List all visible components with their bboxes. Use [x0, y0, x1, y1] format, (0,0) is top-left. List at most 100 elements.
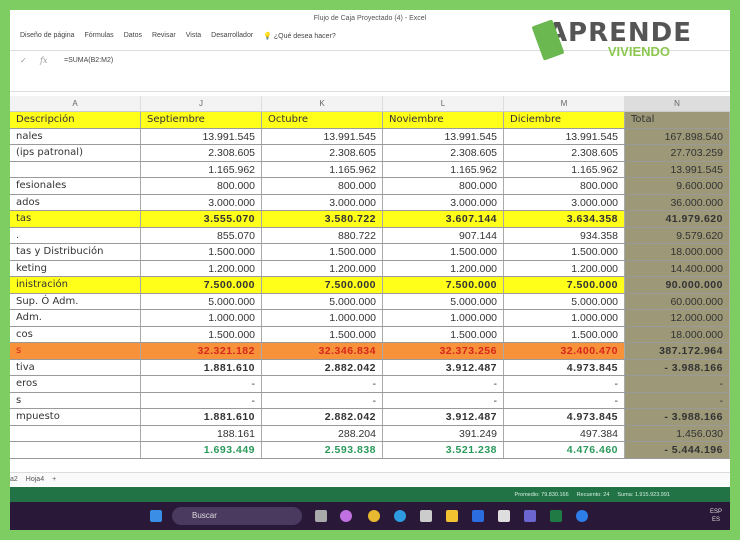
- cell-l[interactable]: Noviembre: [383, 112, 504, 128]
- cell-l[interactable]: 3.607.144: [383, 211, 504, 227]
- cell-l[interactable]: 13.991.545: [383, 128, 504, 144]
- cell-l[interactable]: 3.912.487: [383, 409, 504, 425]
- cell-m[interactable]: 1.200.000: [504, 260, 625, 276]
- tab-review[interactable]: Revisar: [151, 32, 176, 39]
- cell-l[interactable]: 907.144: [383, 227, 504, 243]
- tab-view[interactable]: Vista: [185, 32, 202, 39]
- cell-j[interactable]: 800.000: [141, 178, 262, 194]
- cell-description[interactable]: s: [10, 343, 141, 359]
- cell-m[interactable]: -: [504, 392, 625, 408]
- cell-k[interactable]: 1.165.962: [262, 161, 383, 177]
- cell-l[interactable]: 5.000.000: [383, 293, 504, 309]
- cell-l[interactable]: -: [383, 376, 504, 392]
- cell-m[interactable]: 1.500.000: [504, 326, 625, 342]
- fx-icon[interactable]: fx: [40, 56, 48, 65]
- cell-m[interactable]: 4.476.460: [504, 442, 625, 458]
- cell-n[interactable]: -: [625, 376, 730, 392]
- cell-l[interactable]: -: [383, 392, 504, 408]
- cell-k[interactable]: 800.000: [262, 178, 383, 194]
- cell-j[interactable]: 1.500.000: [141, 326, 262, 342]
- cell-n[interactable]: 9.600.000: [625, 178, 730, 194]
- cell-j[interactable]: 5.000.000: [141, 293, 262, 309]
- cell-j[interactable]: 1.881.610: [141, 409, 262, 425]
- cell-description[interactable]: s: [10, 392, 141, 408]
- cell-n[interactable]: 167.898.540: [625, 128, 730, 144]
- cell-description[interactable]: mpuesto: [10, 409, 141, 425]
- cell-k[interactable]: 32.346.834: [262, 343, 383, 359]
- col-header-l[interactable]: L: [383, 96, 504, 111]
- cell-description[interactable]: Descripción: [10, 112, 141, 128]
- add-sheet-button[interactable]: +: [52, 476, 57, 483]
- cell-k[interactable]: 880.722: [262, 227, 383, 243]
- cell-k[interactable]: 7.500.000: [262, 277, 383, 293]
- cell-n[interactable]: - 5.444.196: [625, 442, 730, 458]
- cell-l[interactable]: 1.200.000: [383, 260, 504, 276]
- chrome-icon[interactable]: [368, 510, 380, 522]
- cell-k[interactable]: -: [262, 392, 383, 408]
- tab-page-layout[interactable]: Diseño de página: [20, 32, 75, 39]
- cell-j[interactable]: 1.881.610: [141, 359, 262, 375]
- cell-description[interactable]: ados: [10, 194, 141, 210]
- cell-j[interactable]: 1.500.000: [141, 244, 262, 260]
- col-header-a[interactable]: A: [10, 96, 141, 111]
- windows-start-icon[interactable]: [150, 510, 162, 522]
- col-header-n[interactable]: N: [625, 96, 730, 111]
- cell-l[interactable]: 7.500.000: [383, 277, 504, 293]
- cell-k[interactable]: 1.200.000: [262, 260, 383, 276]
- cell-k[interactable]: 5.000.000: [262, 293, 383, 309]
- cell-n[interactable]: 60.000.000: [625, 293, 730, 309]
- cell-k[interactable]: Octubre: [262, 112, 383, 128]
- cell-l[interactable]: 3.912.487: [383, 359, 504, 375]
- cell-l[interactable]: 3.000.000: [383, 194, 504, 210]
- cell-l[interactable]: 391.249: [383, 425, 504, 441]
- cell-n[interactable]: 18.000.000: [625, 326, 730, 342]
- cell-n[interactable]: 36.000.000: [625, 194, 730, 210]
- cell-n[interactable]: - 3.988.166: [625, 409, 730, 425]
- cell-m[interactable]: 5.000.000: [504, 293, 625, 309]
- cell-n[interactable]: 14.400.000: [625, 260, 730, 276]
- cell-description[interactable]: nales: [10, 128, 141, 144]
- cell-description[interactable]: keting: [10, 260, 141, 276]
- cell-j[interactable]: 7.500.000: [141, 277, 262, 293]
- col-header-m[interactable]: M: [504, 96, 625, 111]
- sheet-tab[interactable]: Hoja4: [25, 476, 45, 483]
- copilot-icon[interactable]: [340, 510, 352, 522]
- tell-me-search[interactable]: 💡 ¿Qué desea hacer?: [263, 33, 336, 40]
- cell-m[interactable]: -: [504, 376, 625, 392]
- col-header-k[interactable]: K: [262, 96, 383, 111]
- cell-k[interactable]: 3.580.722: [262, 211, 383, 227]
- formula-input[interactable]: =SUMA(B2:M2): [64, 57, 114, 64]
- cell-m[interactable]: 32.400.470: [504, 343, 625, 359]
- cell-l[interactable]: 1.165.962: [383, 161, 504, 177]
- cell-k[interactable]: 1.500.000: [262, 326, 383, 342]
- cell-description[interactable]: tas: [10, 211, 141, 227]
- app-icon[interactable]: [420, 510, 432, 522]
- cell-n[interactable]: 9.579.620: [625, 227, 730, 243]
- cell-j[interactable]: 3.555.070: [141, 211, 262, 227]
- cell-n[interactable]: 12.000.000: [625, 310, 730, 326]
- cell-description[interactable]: cos: [10, 326, 141, 342]
- task-view-icon[interactable]: [315, 510, 327, 522]
- zoom-icon[interactable]: [576, 510, 588, 522]
- cell-j[interactable]: -: [141, 392, 262, 408]
- cell-description[interactable]: [10, 425, 141, 441]
- col-header-j[interactable]: J: [141, 96, 262, 111]
- cell-n[interactable]: 18.000.000: [625, 244, 730, 260]
- cell-j[interactable]: -: [141, 376, 262, 392]
- cell-n[interactable]: -: [625, 392, 730, 408]
- cell-description[interactable]: inistración: [10, 277, 141, 293]
- cell-l[interactable]: 1.500.000: [383, 326, 504, 342]
- cell-l[interactable]: 1.500.000: [383, 244, 504, 260]
- cell-m[interactable]: 800.000: [504, 178, 625, 194]
- cell-n[interactable]: 387.172.964: [625, 343, 730, 359]
- cell-description[interactable]: Adm.: [10, 310, 141, 326]
- cell-l[interactable]: 800.000: [383, 178, 504, 194]
- cell-m[interactable]: 13.991.545: [504, 128, 625, 144]
- cell-n[interactable]: 13.991.545: [625, 161, 730, 177]
- cell-m[interactable]: Diciembre: [504, 112, 625, 128]
- cell-k[interactable]: 1.500.000: [262, 244, 383, 260]
- tab-developer[interactable]: Desarrollador: [211, 32, 254, 39]
- cell-n[interactable]: 41.979.620: [625, 211, 730, 227]
- excel-icon[interactable]: [550, 510, 562, 522]
- cell-m[interactable]: 4.973.845: [504, 409, 625, 425]
